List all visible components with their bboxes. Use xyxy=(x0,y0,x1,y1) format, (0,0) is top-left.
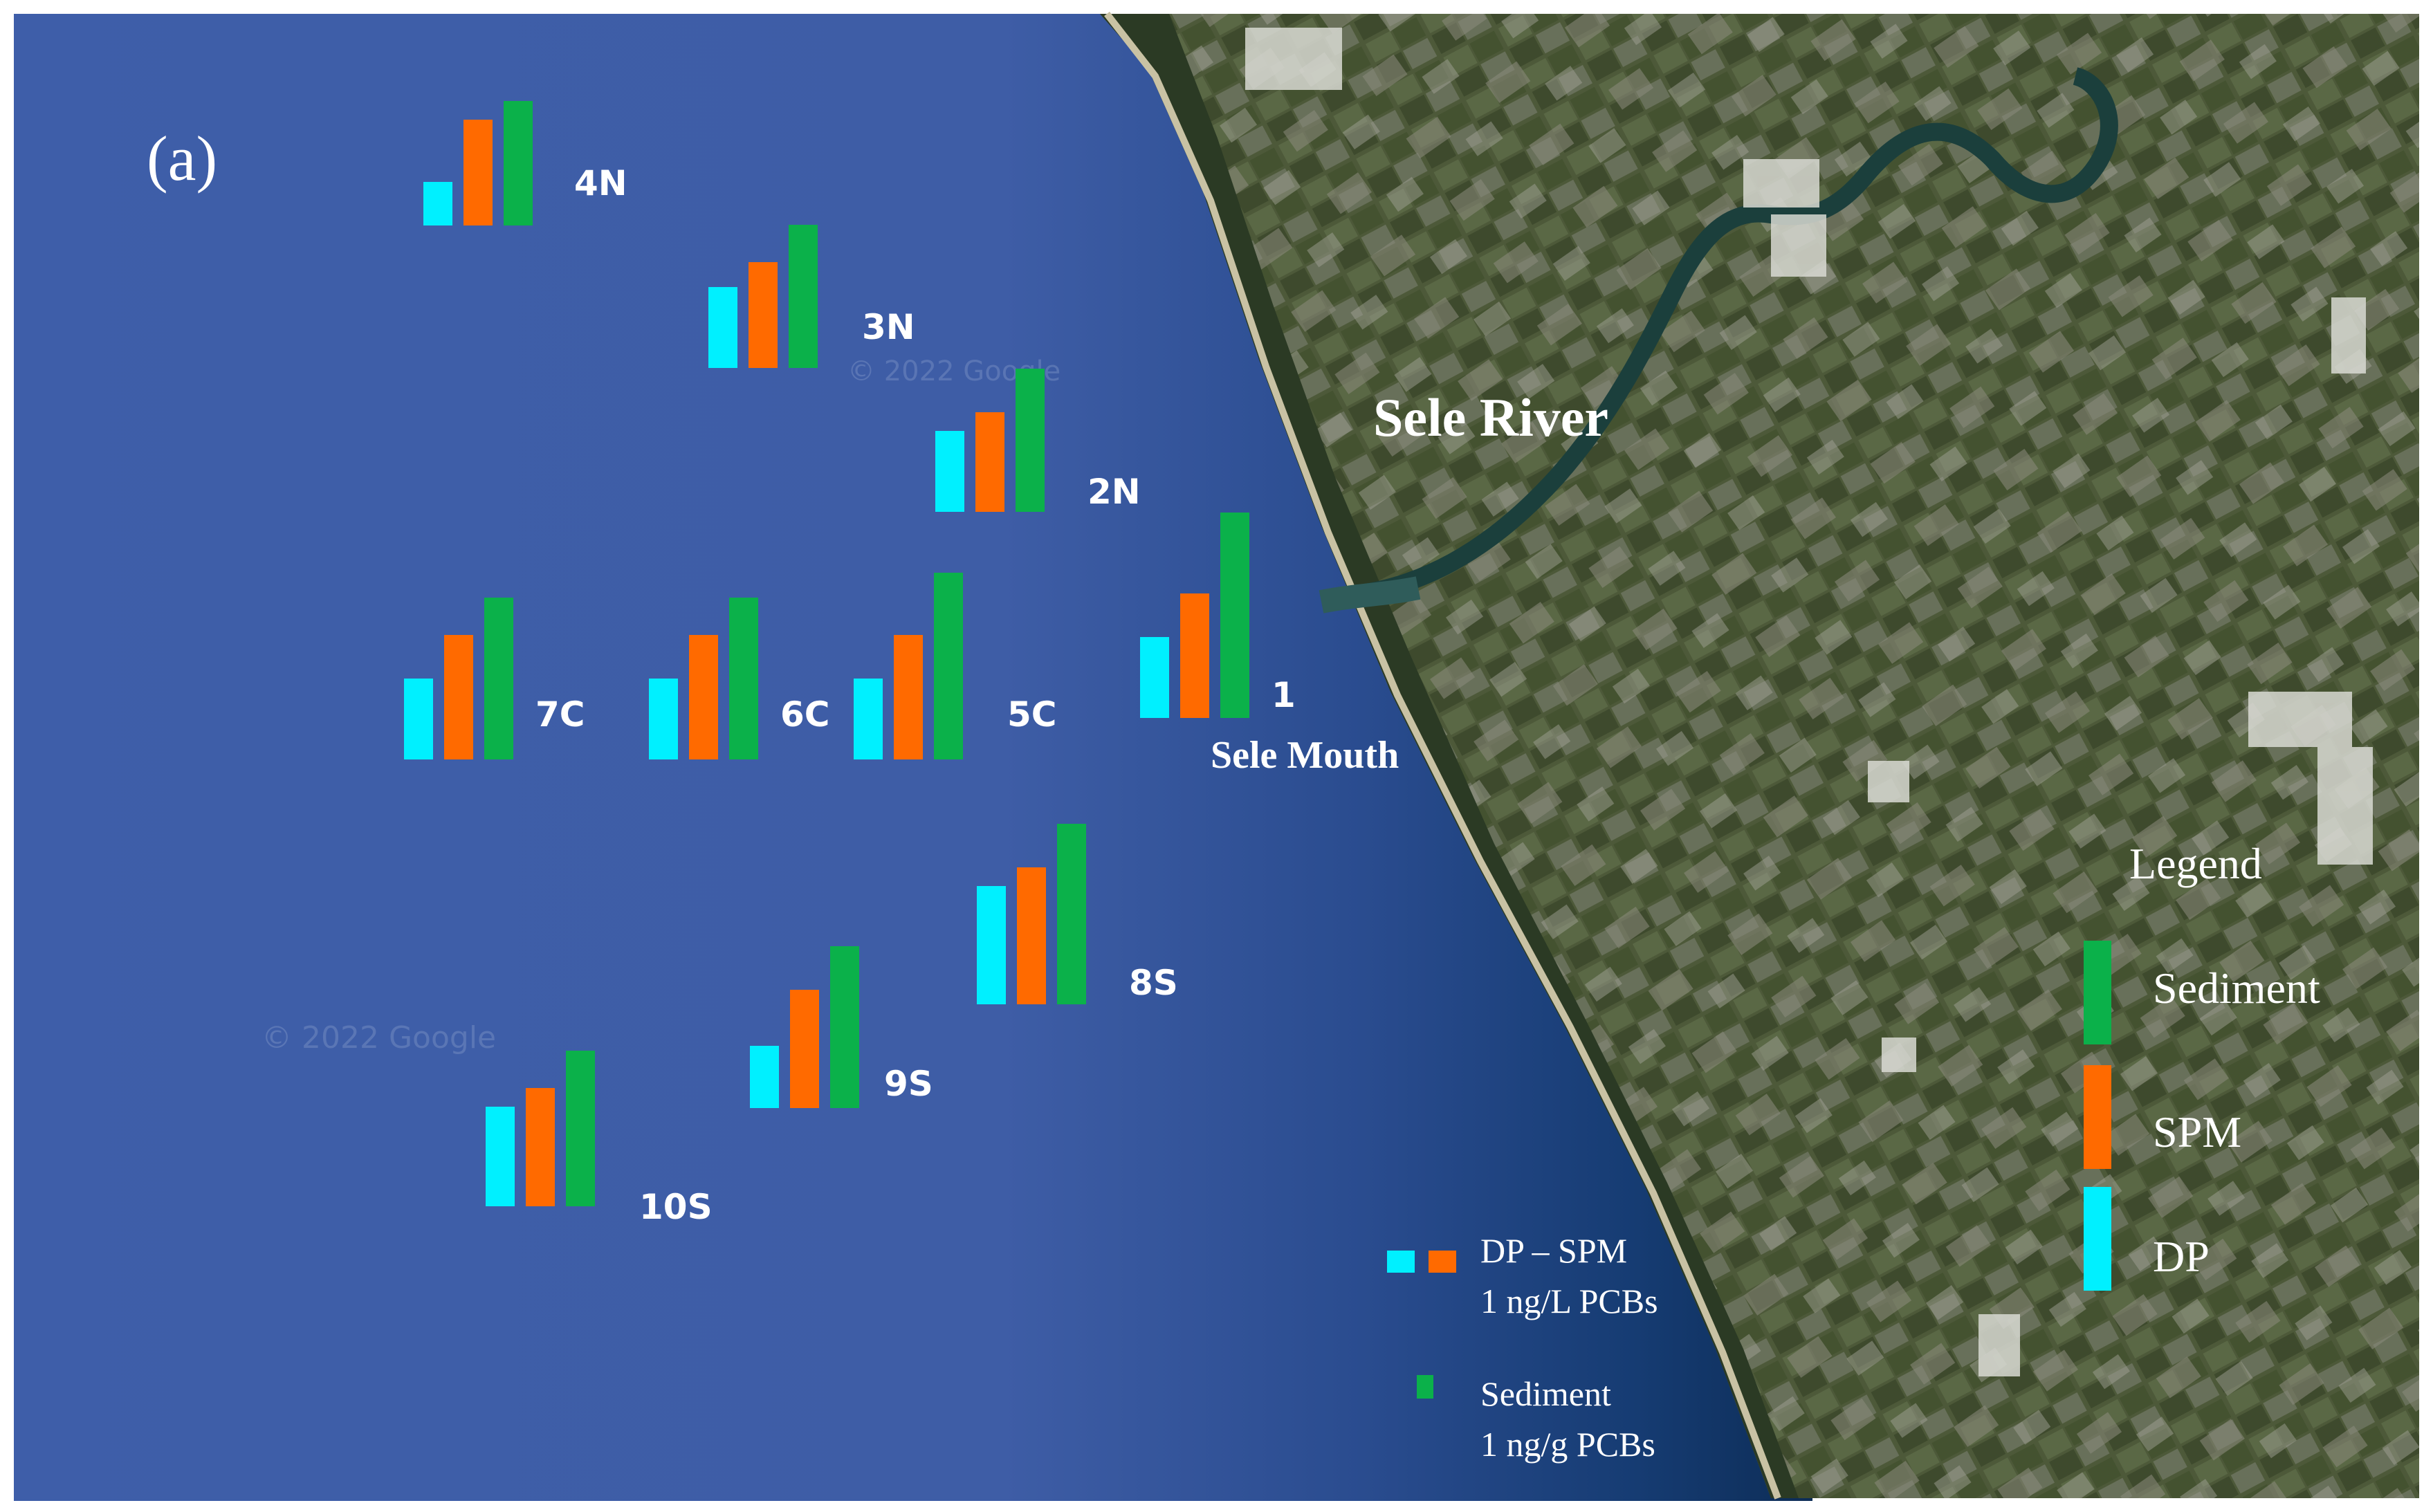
legend: Legend Sediment SPM DP xyxy=(2084,839,2320,1291)
panel-label: (a) xyxy=(147,123,217,194)
legend-title: Legend xyxy=(2129,839,2262,888)
bar-sediment-9s xyxy=(830,946,859,1108)
bar-spm-7c xyxy=(444,635,473,759)
scale-swatch-sediment xyxy=(1417,1375,1433,1399)
bar-dp-10s xyxy=(486,1107,515,1206)
bar-spm-10s xyxy=(526,1088,555,1206)
legend-swatch-spm xyxy=(2084,1065,2111,1169)
scale-swatch-spm xyxy=(1429,1251,1456,1273)
station-label-10s: 10S xyxy=(639,1187,713,1227)
station-1: 1 xyxy=(1140,513,1296,718)
mouth-label: Sele Mouth xyxy=(1211,734,1399,777)
bar-dp-7c xyxy=(404,679,433,759)
bar-dp-3n xyxy=(708,287,737,368)
legend-label-spm: SPM xyxy=(2153,1107,2241,1156)
legend-label-sediment: Sediment xyxy=(2153,964,2320,1013)
bar-sediment-7c xyxy=(484,598,513,759)
bar-sediment-1 xyxy=(1220,513,1249,718)
station-label-7c: 7C xyxy=(535,694,585,735)
bar-spm-4n xyxy=(463,120,493,225)
station-label-1: 1 xyxy=(1271,675,1296,715)
bar-dp-9s xyxy=(750,1046,779,1108)
scale-legend: DP – SPM 1 ng/L PCBs Sediment 1 ng/g PCB… xyxy=(1387,1231,1658,1464)
station-bar-groups: 4N 3N 2N 1 5C 6C 7C 8S 9S 10S xyxy=(404,101,1296,1227)
bar-sediment-3n xyxy=(789,225,818,368)
bar-spm-3n xyxy=(749,262,778,368)
bar-dp-6c xyxy=(649,679,678,759)
bar-dp-2n xyxy=(935,431,964,512)
bar-sediment-5c xyxy=(934,573,963,759)
station-6c: 6C xyxy=(649,598,829,759)
station-10s: 10S xyxy=(486,1051,713,1227)
river-mouth-lagoon xyxy=(1319,576,1421,614)
scale-label-sediment-line2: 1 ng/g PCBs xyxy=(1480,1425,1655,1464)
station-label-8s: 8S xyxy=(1129,963,1178,1003)
beach-line xyxy=(1104,11,1781,1500)
scale-label-water-line2: 1 ng/L PCBs xyxy=(1480,1282,1658,1320)
bar-spm-8s xyxy=(1017,867,1046,1004)
bar-dp-1 xyxy=(1140,637,1169,718)
bar-sediment-4n xyxy=(504,101,533,225)
bar-dp-4n xyxy=(423,182,452,225)
river-label: Sele River xyxy=(1373,387,1608,448)
bar-sediment-10s xyxy=(566,1051,595,1206)
greenhouse-patches xyxy=(1245,28,2373,1376)
station-label-6c: 6C xyxy=(780,694,829,735)
scale-label-water-line1: DP – SPM xyxy=(1480,1231,1627,1270)
bar-sediment-2n xyxy=(1016,369,1045,512)
bar-dp-5c xyxy=(854,679,883,759)
station-label-2n: 2N xyxy=(1087,472,1141,512)
scale-label-sediment-line1: Sediment xyxy=(1480,1374,1611,1413)
station-7c: 7C xyxy=(404,598,585,759)
station-label-9s: 9S xyxy=(884,1064,933,1104)
legend-swatch-sediment xyxy=(2084,941,2111,1044)
station-3n: 3N xyxy=(708,225,915,368)
station-label-4n: 4N xyxy=(574,163,627,203)
station-label-5c: 5C xyxy=(1007,694,1056,735)
bar-spm-5c xyxy=(894,635,923,759)
station-5c: 5C xyxy=(854,573,1056,759)
bar-dp-8s xyxy=(977,886,1006,1004)
legend-swatch-dp xyxy=(2084,1187,2111,1291)
legend-label-dp: DP xyxy=(2153,1232,2210,1281)
station-4n: 4N xyxy=(423,101,627,225)
bar-spm-1 xyxy=(1180,593,1209,718)
bar-spm-6c xyxy=(689,635,718,759)
bar-spm-2n xyxy=(975,412,1004,512)
scale-swatch-dp xyxy=(1387,1251,1415,1273)
bar-sediment-6c xyxy=(729,598,758,759)
station-2n: 2N xyxy=(935,369,1141,512)
station-9s: 9S xyxy=(750,946,933,1108)
station-8s: 8S xyxy=(977,824,1178,1004)
station-label-3n: 3N xyxy=(862,307,915,347)
bar-spm-9s xyxy=(790,990,819,1108)
bar-sediment-8s xyxy=(1057,824,1086,1004)
google-watermark: © 2022 Google xyxy=(261,1020,496,1055)
